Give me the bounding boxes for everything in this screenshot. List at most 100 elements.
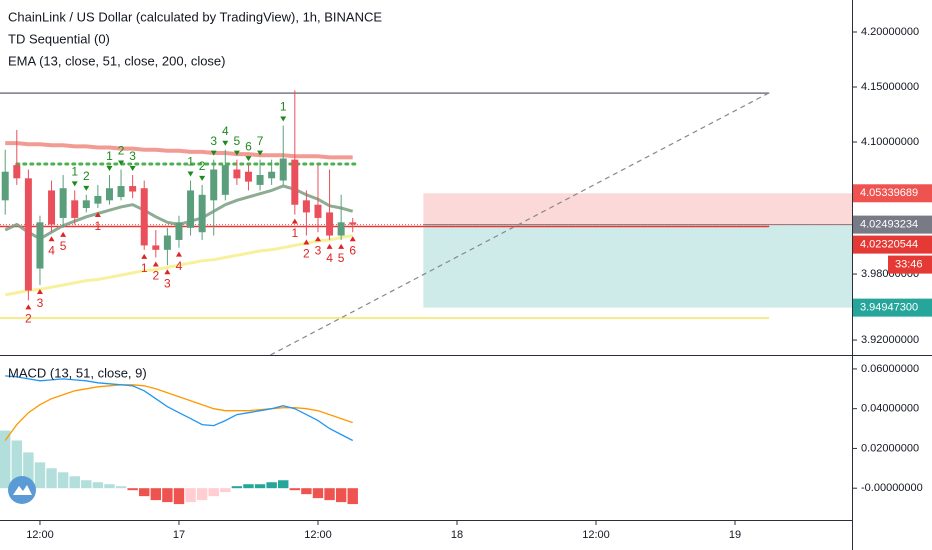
price-tag: [853, 215, 932, 234]
histogram-bar: [127, 488, 138, 491]
histogram-bar: [115, 486, 127, 489]
histogram-bar: [266, 482, 277, 489]
y-tick-label: 0.02000000: [861, 442, 919, 454]
x-tick-label: 12:00: [582, 529, 610, 541]
candle-body: [129, 186, 137, 192]
td-count: 3: [129, 149, 136, 163]
histogram-bar: [162, 488, 173, 503]
candle-body: [279, 158, 287, 181]
td-marker: [338, 243, 345, 249]
histogram-bar: [139, 488, 150, 497]
td-marker: [94, 212, 101, 218]
y-tick-label: 4.10000000: [861, 136, 919, 148]
x-tick-label: 18: [451, 529, 463, 541]
candle-body: [210, 169, 218, 201]
macd-label: MACD (13, 51, close, 9): [8, 365, 147, 380]
candle-body: [244, 171, 252, 182]
td-count: 6: [245, 139, 252, 153]
td-marker: [106, 166, 113, 172]
price-tag: [853, 184, 932, 203]
td-marker: [129, 166, 136, 172]
candle-body: [59, 188, 67, 218]
histogram-bar: [46, 468, 57, 489]
td-marker: [187, 171, 194, 177]
candle-body: [256, 175, 264, 185]
td-count: 3: [37, 296, 44, 310]
td-count: 2: [199, 159, 206, 173]
macd-pane: [0, 375, 358, 505]
price-tag-label: 4.02320544: [860, 239, 918, 251]
x-tick-label: 12:00: [304, 529, 332, 541]
indicator-label: TD Sequential (0): [8, 31, 110, 46]
candle-body: [117, 186, 125, 198]
td-marker: [175, 251, 182, 257]
y-tick-label: 0.04000000: [861, 403, 919, 415]
candle-body: [187, 190, 195, 228]
histogram-bar: [104, 484, 115, 489]
candle-body: [163, 235, 171, 250]
price-tag: [853, 235, 932, 254]
histogram-bar: [220, 488, 231, 493]
td-count: 1: [280, 100, 287, 114]
td-marker: [222, 140, 229, 146]
y-tick-label: 4.15000000: [861, 81, 919, 93]
td-count: 1: [291, 226, 298, 240]
histogram-bar: [81, 480, 92, 489]
histogram-bar: [196, 488, 208, 501]
histogram-bar: [150, 488, 162, 501]
price-tag: [853, 298, 932, 317]
td-count: 4: [48, 243, 55, 257]
td-marker: [303, 239, 310, 245]
td-marker: [152, 261, 159, 267]
candle-body: [233, 169, 241, 179]
td-count: 1: [95, 219, 102, 233]
candle-body: [349, 222, 357, 225]
candle-body: [36, 222, 44, 269]
candle-body: [13, 165, 21, 179]
td-marker: [291, 218, 298, 224]
td-marker: [60, 231, 67, 237]
logo: [8, 476, 36, 504]
candle-body: [221, 165, 229, 195]
td-count: 2: [25, 312, 32, 326]
stop-zone: [423, 193, 852, 225]
td-count: 4: [176, 259, 183, 273]
candle-body: [314, 204, 322, 218]
candle-body: [198, 194, 206, 233]
td-marker: [199, 175, 206, 181]
td-marker: [48, 236, 55, 242]
countdown: 33:46: [895, 259, 923, 271]
td-count: 1: [106, 149, 113, 163]
price-tag-label: 4.02493234: [860, 219, 918, 231]
td-marker: [210, 150, 217, 156]
histogram-bar: [11, 440, 23, 489]
td-count: 5: [60, 239, 67, 253]
td-marker: [71, 181, 78, 187]
td-count: 5: [234, 134, 241, 148]
candle-body: [105, 188, 113, 201]
td-count: 3: [164, 276, 171, 290]
td-marker: [83, 185, 90, 191]
histogram-bar: [312, 488, 324, 499]
candle-body: [337, 222, 345, 236]
td-count: 2: [152, 269, 159, 283]
td-marker: [233, 150, 240, 156]
signal-line: [4, 384, 353, 441]
y-tick-label: 4.20000000: [861, 26, 919, 38]
candle-body: [268, 171, 276, 179]
td-count: 1: [71, 165, 78, 179]
td-marker: [314, 236, 321, 242]
candle-body: [175, 222, 183, 240]
y-tick-label: -0.00000000: [861, 482, 923, 494]
td-marker: [280, 116, 287, 122]
price-tag-label: 3.94947300: [860, 302, 918, 314]
td-count: 2: [83, 169, 90, 183]
countdown-tag: [888, 255, 932, 274]
candle-body: [24, 178, 32, 291]
td-marker: [349, 236, 356, 242]
td-marker: [164, 269, 171, 275]
histogram-bar: [347, 488, 358, 505]
histogram-bar: [92, 482, 104, 489]
